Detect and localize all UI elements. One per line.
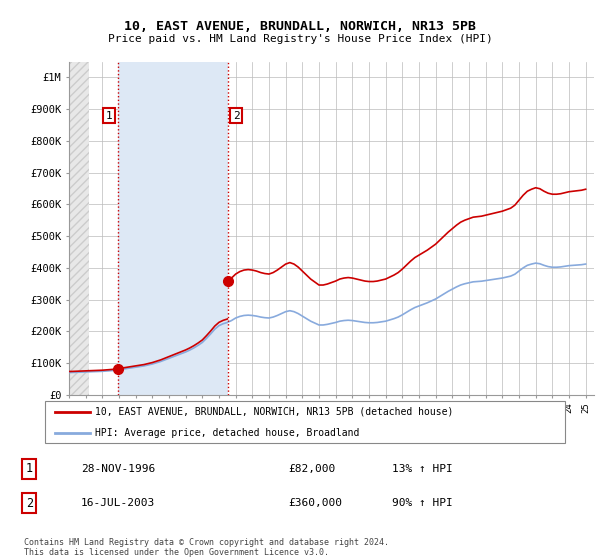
Text: 2: 2 <box>233 110 240 120</box>
Text: Contains HM Land Registry data © Crown copyright and database right 2024.
This d: Contains HM Land Registry data © Crown c… <box>24 538 389 557</box>
Text: 2: 2 <box>26 497 33 510</box>
Bar <box>118 62 228 395</box>
Text: HPI: Average price, detached house, Broadland: HPI: Average price, detached house, Broa… <box>95 428 359 438</box>
Text: 1: 1 <box>106 110 113 120</box>
FancyBboxPatch shape <box>44 401 565 444</box>
Text: 1: 1 <box>26 463 33 475</box>
Text: 90% ↑ HPI: 90% ↑ HPI <box>392 498 453 508</box>
Text: 10, EAST AVENUE, BRUNDALL, NORWICH, NR13 5PB (detached house): 10, EAST AVENUE, BRUNDALL, NORWICH, NR13… <box>95 407 453 417</box>
Text: 16-JUL-2003: 16-JUL-2003 <box>81 498 155 508</box>
Bar <box>69 62 89 395</box>
Text: 13% ↑ HPI: 13% ↑ HPI <box>392 464 453 474</box>
Text: 28-NOV-1996: 28-NOV-1996 <box>81 464 155 474</box>
Text: £82,000: £82,000 <box>289 464 336 474</box>
Text: £360,000: £360,000 <box>289 498 343 508</box>
Text: Price paid vs. HM Land Registry's House Price Index (HPI): Price paid vs. HM Land Registry's House … <box>107 34 493 44</box>
Text: 10, EAST AVENUE, BRUNDALL, NORWICH, NR13 5PB: 10, EAST AVENUE, BRUNDALL, NORWICH, NR13… <box>124 20 476 32</box>
